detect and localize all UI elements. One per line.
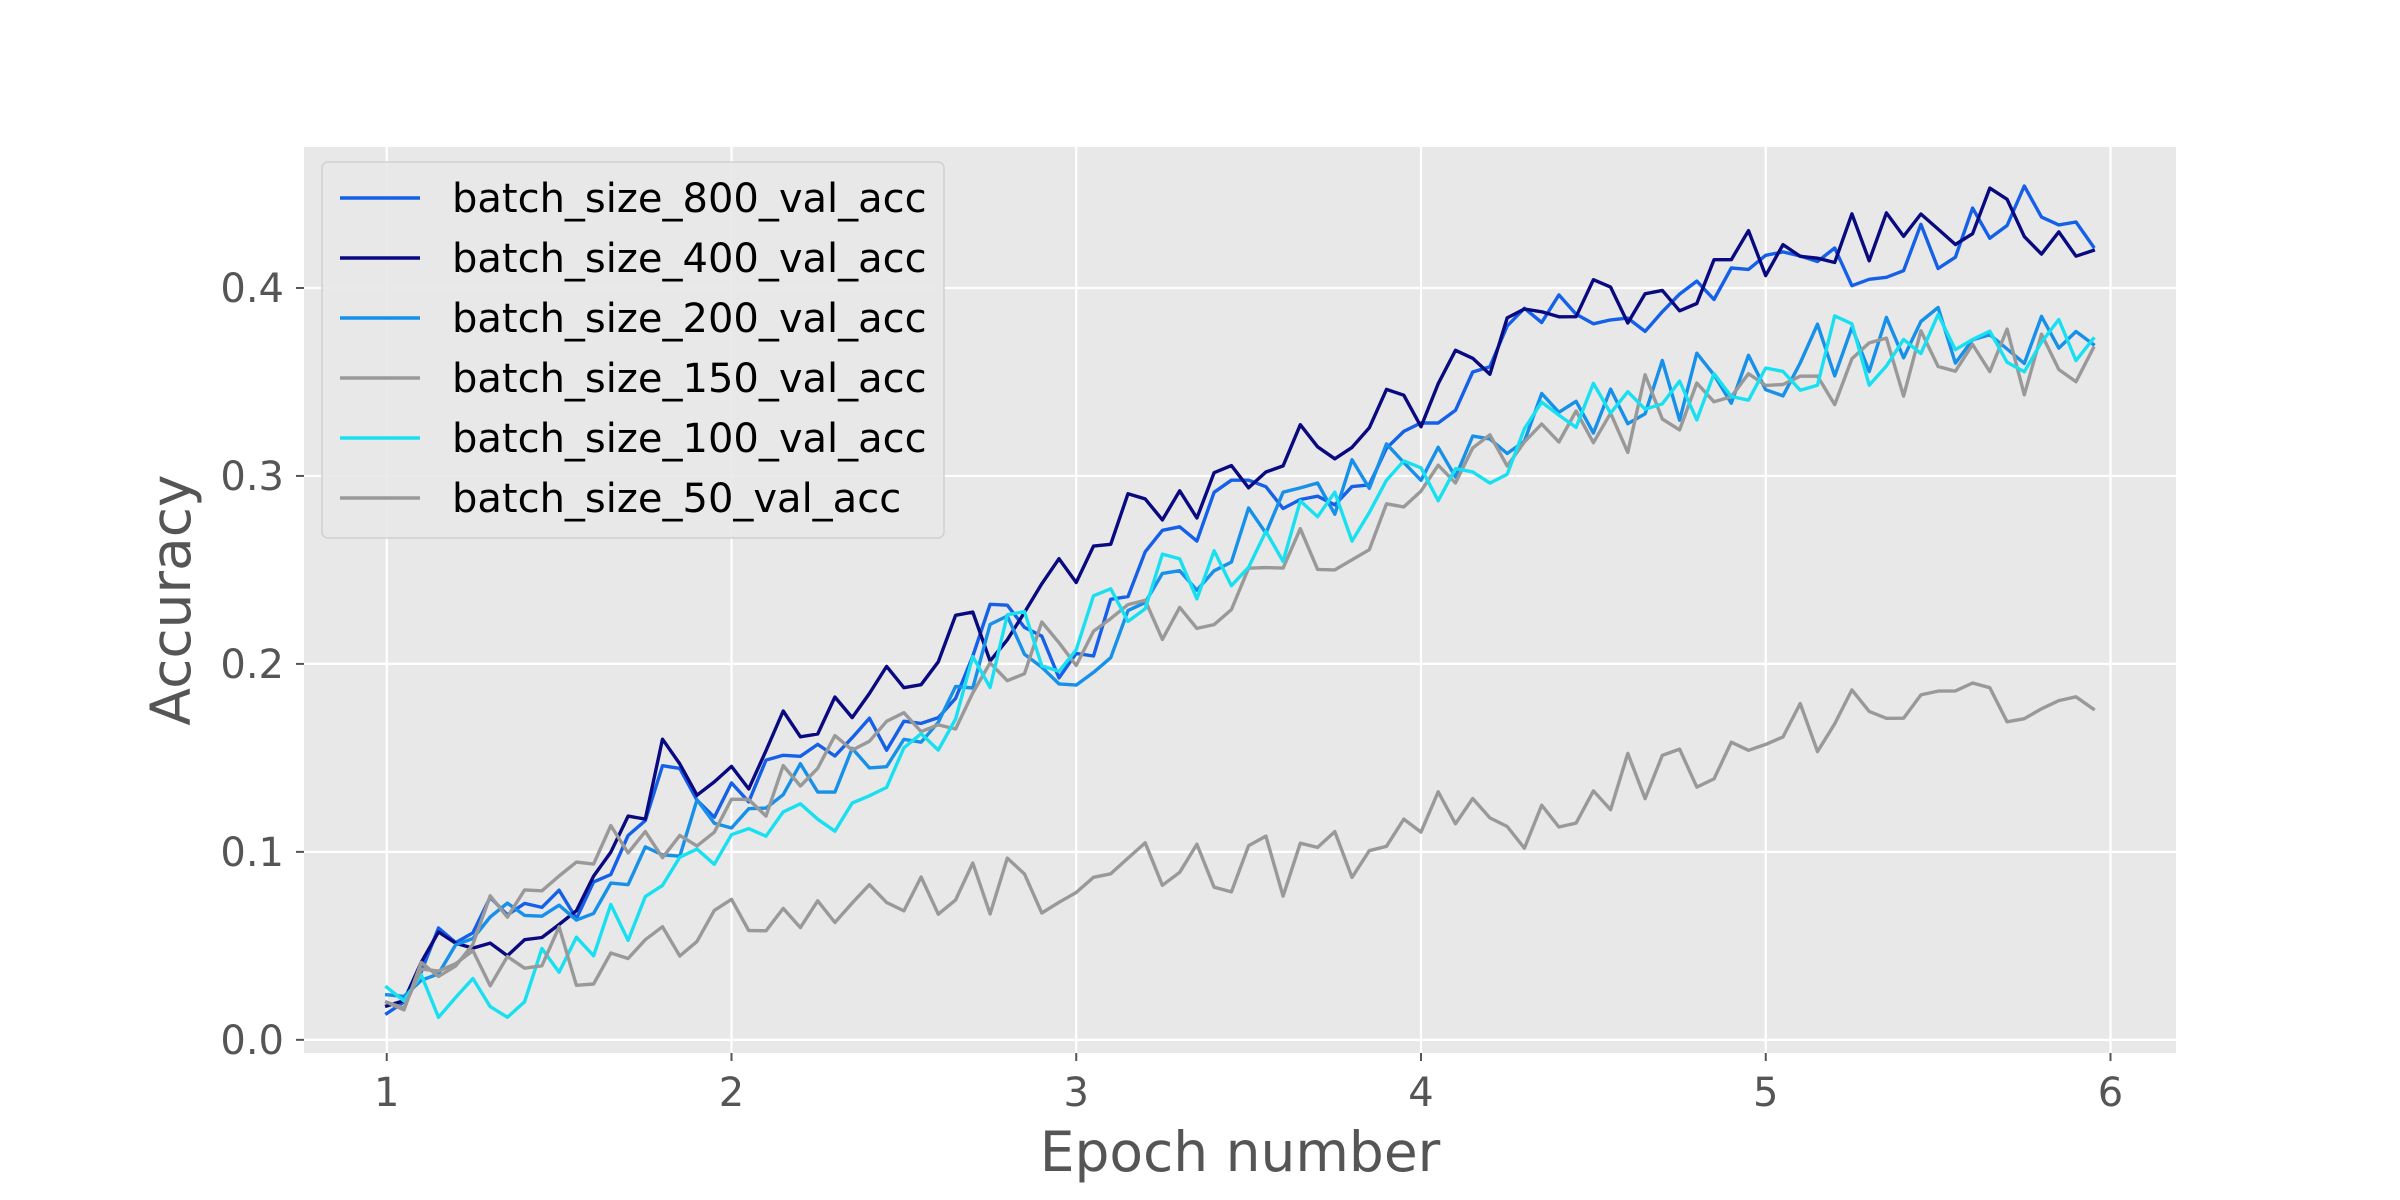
legend-label: batch_size_400_val_acc — [452, 236, 927, 282]
y-axis-label: Accuracy — [139, 474, 203, 725]
legend-label: batch_size_800_val_acc — [452, 176, 927, 222]
legend-label: batch_size_50_val_acc — [452, 476, 901, 522]
x-tick-label: 5 — [1753, 1070, 1778, 1116]
x-tick-label: 1 — [374, 1070, 399, 1116]
y-tick-label: 0.3 — [220, 454, 284, 500]
x-axis-label: Epoch number — [1040, 1120, 1441, 1184]
series-lines — [384, 184, 2096, 1019]
legend: batch_size_800_val_acc batch_size_400_val… — [321, 161, 945, 539]
series-line-batch_size_50_val_acc — [384, 681, 2096, 1010]
series-line-batch_size_200_val_acc — [384, 305, 2096, 999]
legend-label: batch_size_150_val_acc — [452, 356, 927, 402]
y-tick-label: 0.0 — [220, 1018, 284, 1064]
y-tick-label: 0.2 — [220, 642, 284, 688]
series-line-batch_size_400_val_acc — [384, 186, 2096, 1009]
x-tick-label: 2 — [719, 1070, 744, 1116]
x-tick-label: 6 — [2098, 1070, 2123, 1116]
x-tick-label: 3 — [1064, 1070, 1089, 1116]
series-line-batch_size_100_val_acc — [384, 312, 2096, 1019]
legend-label: batch_size_100_val_acc — [452, 416, 927, 462]
axis-ticks: 1 2 3 4 5 6 0.0 0.1 0.2 0.3 0.4 — [220, 266, 2123, 1116]
y-tick-label: 0.4 — [220, 266, 284, 312]
x-tick-label: 4 — [1408, 1070, 1433, 1116]
y-tick-label: 0.1 — [220, 830, 284, 876]
series-line-batch_size_150_val_acc — [384, 327, 2096, 1012]
legend-label: batch_size_200_val_acc — [452, 296, 927, 342]
legend-box — [321, 161, 945, 539]
